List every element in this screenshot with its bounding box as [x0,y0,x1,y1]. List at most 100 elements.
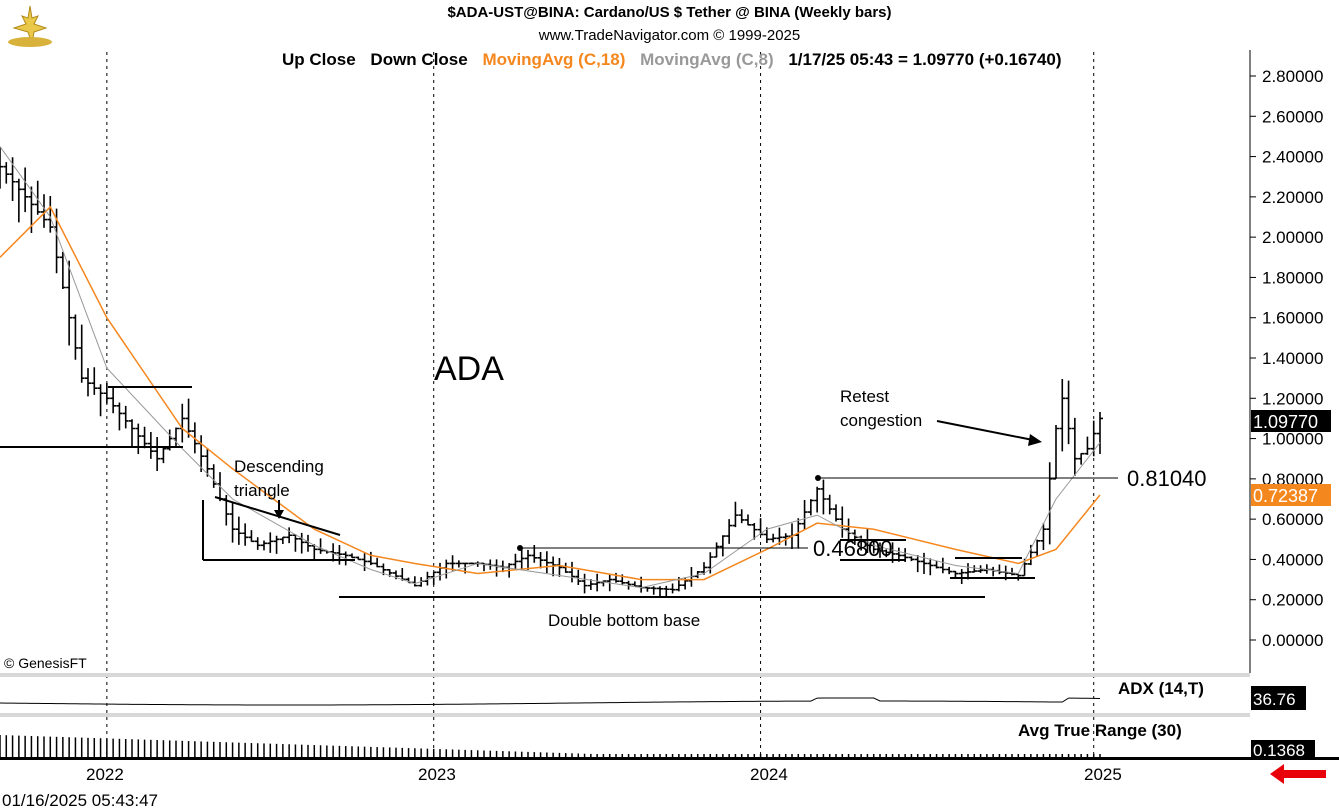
price-bar [179,403,186,443]
x-label-2025: 2025 [1084,765,1122,784]
price-bar [644,586,651,592]
price-bar [47,196,54,233]
price-bar [965,563,971,580]
price-bar [707,552,714,574]
price-bar [1040,523,1047,551]
price-bar [851,529,858,546]
price-bar [1084,436,1091,455]
price-bar [267,532,274,553]
adx-value: 36.76 [1253,690,1296,709]
atr-histogram [0,735,1101,757]
price-bar [367,551,374,566]
atr-label: Avg True Range (30) [1018,721,1182,740]
price-bar [72,314,79,360]
price-bar [719,535,726,557]
price-bar [1065,380,1072,445]
price-bar [1097,411,1103,454]
atr-value-tag [1251,740,1315,760]
price-bar [990,566,997,577]
header: $ADA-UST@BINA: Cardano/US $ Tether @ BIN… [0,0,1339,50]
price-bar [669,583,676,594]
price-bar [562,562,569,573]
price-bar [361,553,368,572]
price-bar [933,560,940,569]
price-bar [292,534,299,552]
price-area: ADA Descending triangle Retest congestio… [0,146,1226,671]
price-bar [286,527,293,544]
legend-quote: 1/17/25 05:43 = 1.09770 (+0.16740) [788,50,1062,69]
scroll-right-arrow-icon[interactable] [1270,764,1326,784]
price-bar [411,576,418,587]
price-bar [298,532,305,554]
y-tick-label: 1.20000 [1262,389,1323,408]
price-bar [135,423,142,455]
price-bar [883,549,890,558]
y-tick-label: 2.60000 [1262,107,1323,126]
price-bar [631,581,638,587]
year-gridlines [106,52,1095,757]
price-bar [751,523,758,540]
price-bar [34,180,41,215]
price-bar [229,502,236,543]
price-bar [525,549,531,570]
x-label-2022: 2022 [86,765,124,784]
price-bar [210,464,217,488]
price-bar [958,568,965,585]
price-bar [543,551,550,574]
price-bar [801,500,808,530]
y-tick-label: 0.60000 [1262,510,1323,529]
y-tick-label: 0.40000 [1262,550,1323,569]
price-bar [814,486,821,513]
price-bar [939,557,946,574]
chart-drawings [0,386,1118,598]
price-bar [587,579,594,591]
price-bar [1046,462,1053,545]
price-bar [85,368,91,397]
atr-value: 0.1368 [1253,741,1305,760]
price-bar [349,553,355,559]
price-bar [15,178,22,223]
descending-label-2: triangle [234,481,290,500]
price-bar [820,479,827,515]
price-bar [97,384,104,417]
price-bar [770,533,777,543]
y-tick-label: 0.00000 [1262,631,1323,650]
price-bar [116,402,123,431]
double-bottom-label: Double bottom base [548,611,700,630]
price-bar [1078,452,1085,465]
price-bar [468,562,475,565]
y-axis-ticks: 2.80000 2.60000 2.40000 2.20000 2.00000 1.800… [1250,67,1323,650]
price-bar [927,558,934,576]
price-bar [713,542,720,558]
y-tick-label: 1.40000 [1262,349,1323,368]
retest-label-1: Retest [840,387,889,406]
price-bar [160,445,167,464]
legend-ma8: MovingAvg (C,8) [640,50,774,69]
price-bar [657,586,663,596]
price-bar [600,580,607,587]
ma18-value-tag [1251,484,1331,506]
price-bar [103,383,110,404]
price-bars [0,147,1103,598]
price-bar [537,552,544,569]
last-price-value: 1.09770 [1253,412,1318,432]
x-axis-panel [0,760,1339,811]
panel-separator-1 [0,673,1250,677]
right-axis-panel [1250,50,1339,760]
price-bar [738,509,745,524]
chart-subtitle: www.TradeNavigator.com © 1999-2025 [538,27,801,44]
copyright-label: © GenesisFT [4,655,87,671]
y-tick-label: 2.40000 [1262,148,1323,167]
price-bar [594,573,601,592]
price-bar [3,162,10,184]
price-bar [110,386,117,414]
price-bar [1034,539,1041,557]
retest-arrow-head [1028,434,1042,446]
price-bar [91,367,98,395]
y-tick-label: 1.80000 [1262,268,1323,287]
price-bar [147,431,154,459]
price-bar [493,559,500,577]
price-bar [336,545,343,565]
y-tick-label: 2.20000 [1262,188,1323,207]
